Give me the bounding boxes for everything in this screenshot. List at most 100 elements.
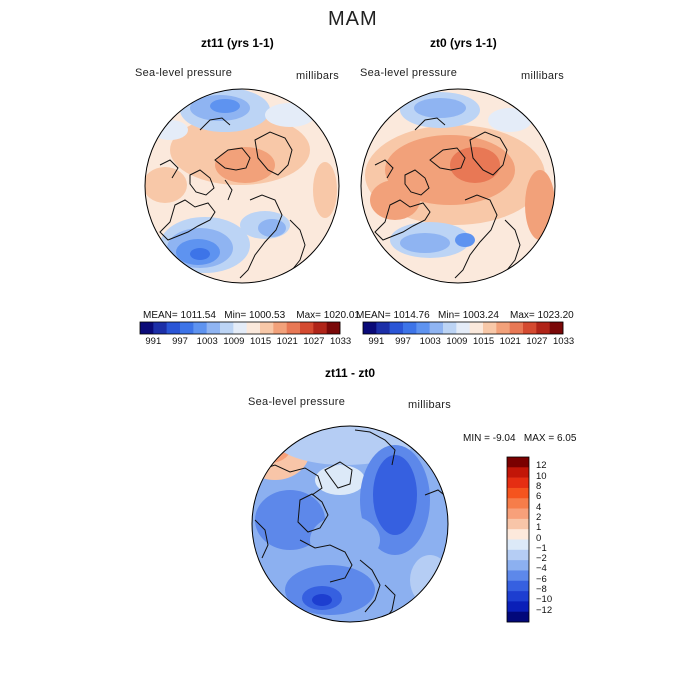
panel3-max-label: MAX = (523, 433, 555, 444)
panel3-min-value: -9.04 (492, 433, 516, 444)
panel2-colorbar-tick: 1033 (553, 336, 575, 347)
panel2-min-label: Min= (438, 310, 460, 321)
panel2-mean-label: MEAN= (356, 310, 391, 321)
panel3-colorbar-swatch (507, 549, 529, 561)
panel1-colorbar-swatch (180, 322, 194, 334)
panel3-colorbar-tick: −1 (536, 542, 547, 554)
panel2-colorbar-swatch (536, 322, 550, 334)
panel3-colorbar-swatch (507, 591, 529, 602)
panel2-colorbar-swatch (376, 322, 390, 334)
panel1-colorbar-swatch (260, 322, 274, 334)
panel3-colorbar-tick: 1 (536, 522, 542, 534)
figure-title: MAM (328, 8, 378, 30)
panel2-colorbar-swatch (389, 322, 404, 334)
panel2-colorbar-swatch (483, 322, 497, 334)
panel2-colorbar-tick: 1015 (473, 336, 495, 347)
panel3-units-label: millibars (408, 399, 452, 411)
panel3-colorbar-swatch (507, 580, 529, 592)
panel3-colorbar-swatch (507, 477, 529, 489)
panel3-min-label: MIN = (463, 433, 490, 444)
panel1-colorbar (139, 321, 341, 335)
panel1-colorbar-swatch (220, 322, 234, 334)
panel2-colorbar-tick: 991 (368, 336, 385, 347)
panel3-colorbar-tick: −4 (536, 563, 547, 575)
panel2-title: zt0 (yrs 1-1) (430, 36, 497, 50)
panel1-min-label: Min= (224, 310, 247, 321)
panel2-colorbar-tick: 1009 (446, 336, 468, 347)
panel3-colorbar-tick: 0 (536, 532, 542, 544)
panel2-colorbar-swatch (469, 322, 484, 334)
panel1-mean-label: MEAN= (143, 310, 178, 321)
panel1-colorbar-swatch (233, 322, 247, 334)
panel2-colorbar-swatch (403, 322, 417, 334)
panel3-colorbar-tick: −12 (536, 604, 553, 616)
panel3-colorbar-swatch (507, 611, 529, 623)
panel2-colorbar-swatch (549, 322, 564, 334)
panel1-max-value: 1020.01 (323, 310, 360, 321)
panel1-stats: MEAN= 1011.54 Min= 1000.53 Max= 1020.01 (143, 310, 360, 321)
panel1-colorbar-swatch (193, 322, 207, 334)
panel3-colorbar-swatch (507, 467, 529, 478)
panel3-colorbar-tick: 12 (536, 460, 547, 472)
panel3-colorbar-swatch (507, 560, 529, 571)
panel3-max-value: 6.05 (556, 433, 577, 444)
panel1-colorbar-tick: 1021 (276, 336, 298, 347)
panel1-colorbar-swatch (140, 322, 154, 334)
panel1-title: zt11 (yrs 1-1) (201, 36, 274, 50)
panel1-colorbar-tick: 1009 (223, 336, 245, 347)
panel2-colorbar-tick: 1027 (526, 336, 548, 347)
panel2-colorbar-tick: 1003 (419, 336, 441, 347)
panel2-stats: MEAN= 1014.76 Min= 1003.24 Max= 1023.20 (356, 310, 574, 321)
panel3-colorbar-tick: −10 (536, 594, 553, 606)
panel1-colorbar-tick: 1003 (196, 336, 218, 347)
panel1-colorbar-swatch (206, 322, 221, 334)
panel3-colorbar-tick: −2 (536, 553, 547, 565)
panel2-colorbar-tick: 997 (395, 336, 411, 347)
panel3-stats: MIN = -9.04 MAX = 6.05 (463, 433, 576, 444)
panel3-colorbar (506, 456, 530, 623)
panel3-colorbar-swatch (507, 487, 529, 499)
panel1-colorbar-swatch (326, 322, 341, 334)
panel1-colorbar-swatch (313, 322, 327, 334)
panel1-colorbar-swatch (286, 322, 301, 334)
panel1-colorbar-swatch (166, 322, 181, 334)
panel2-colorbar-tick: 1021 (499, 336, 521, 347)
panel1-colorbar-tick: 997 (172, 336, 188, 347)
panel1-mean-value: 1011.54 (180, 310, 216, 321)
panel1-colorbar-swatch (153, 322, 167, 334)
panel2-colorbar-swatch (496, 322, 510, 334)
panel3-title: zt11 - zt0 (325, 366, 376, 380)
panel2-colorbar-swatch (443, 322, 457, 334)
panel1-units-label: millibars (296, 70, 340, 82)
panel3-colorbar-swatch (507, 539, 529, 551)
panel3-colorbar-swatch (507, 518, 529, 530)
panel1-colorbar-swatch (246, 322, 261, 334)
panel1-colorbar-tick: 1027 (303, 336, 325, 347)
panel3-colorbar-tick: 6 (536, 491, 542, 503)
panel1-min-value: 1000.53 (249, 310, 286, 321)
panel2-colorbar-swatch (363, 322, 377, 334)
panel2-variable-label: Sea-level pressure (360, 67, 458, 79)
panel1-colorbar-tick: 1015 (250, 336, 272, 347)
panel3-colorbar-swatch (507, 508, 529, 520)
panel2-mean-value: 1014.76 (393, 310, 430, 321)
panel3-colorbar-tick: 8 (536, 480, 542, 492)
panel3-colorbar-tick: 4 (536, 501, 542, 513)
panel3-colorbar-tick: 10 (536, 470, 547, 482)
panel1-colorbar-swatch (273, 322, 287, 334)
panel2-colorbar-swatch (429, 322, 444, 334)
panel3-colorbar-swatch (507, 457, 529, 468)
panel1-max-label: Max= (296, 310, 322, 321)
panel3-colorbar-swatch (507, 498, 529, 509)
panel1-colorbar-tick: 1033 (330, 336, 352, 347)
panel2-colorbar (362, 321, 564, 335)
panel2-units-label: millibars (521, 70, 565, 82)
panel1-variable-label: Sea-level pressure (135, 67, 233, 79)
panel2-colorbar-swatch (456, 322, 470, 334)
panel2-min-value: 1003.24 (462, 310, 499, 321)
panel2-colorbar-swatch (416, 322, 430, 334)
panel2-max-value: 1023.20 (537, 310, 574, 321)
